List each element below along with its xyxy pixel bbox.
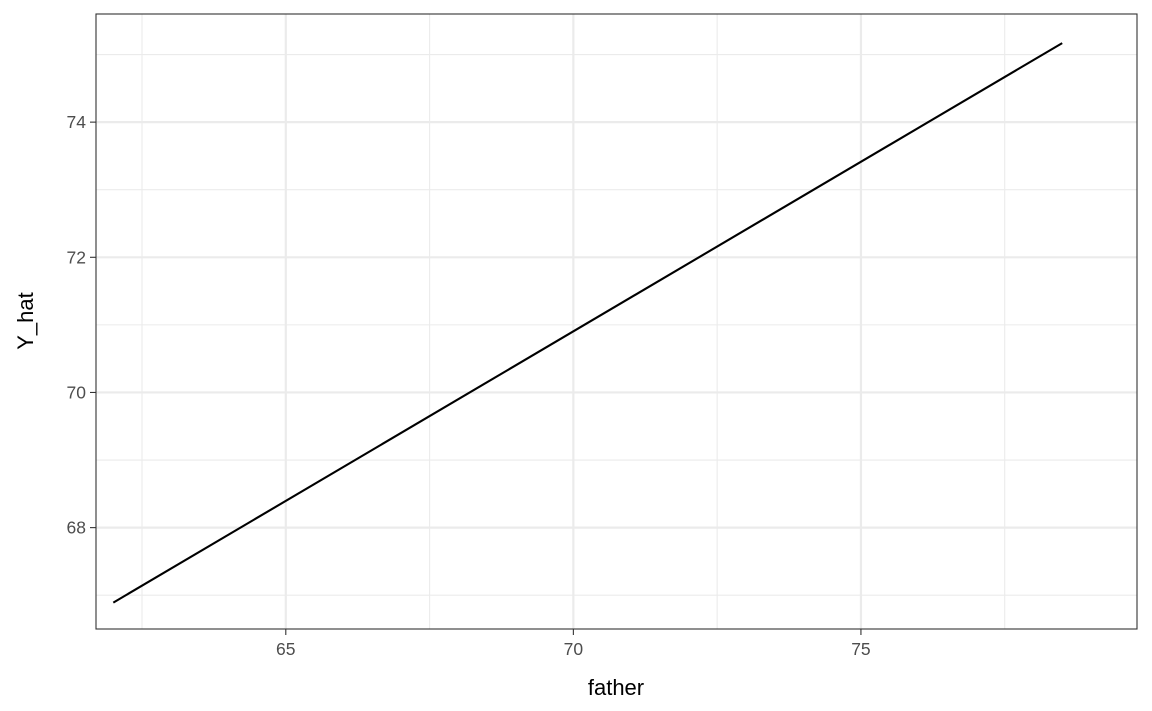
major-gridlines: [96, 14, 1137, 629]
y-tick-label: 68: [67, 518, 86, 538]
series-layer: [112, 42, 1063, 604]
y-tick-label: 72: [67, 247, 86, 267]
minor-gridlines: [96, 14, 1137, 629]
x-axis-ticks: 65 70 75: [276, 629, 871, 659]
y-tick-label: 70: [67, 382, 87, 402]
regression-line: [112, 42, 1063, 604]
plot-panel-border: [95, 13, 1138, 630]
plot-panel-background: [96, 14, 1137, 629]
x-tick-label: 75: [851, 639, 870, 659]
y-axis-ticks: 68 70 72 74: [67, 112, 96, 538]
y-tick-label: 74: [67, 112, 87, 132]
x-axis-title: father: [588, 675, 644, 700]
x-tick-label: 65: [276, 639, 295, 659]
y-axis-title: Y_hat: [13, 292, 38, 350]
x-tick-label: 70: [564, 639, 584, 659]
